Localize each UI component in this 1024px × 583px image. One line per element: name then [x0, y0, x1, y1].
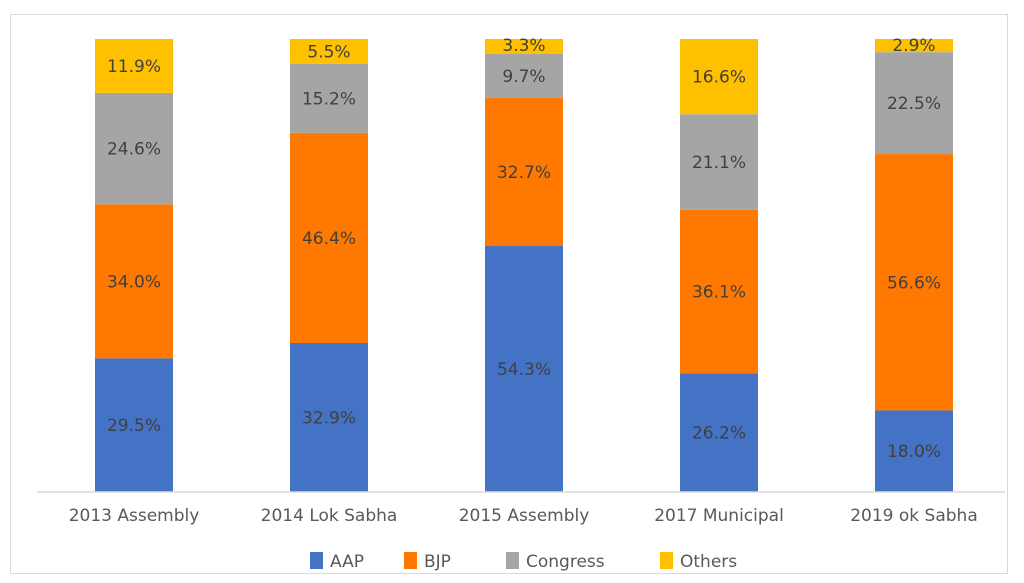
- data-label: 9.7%: [502, 67, 545, 87]
- x-tick-label: 2014 Lok Sabha: [261, 506, 398, 526]
- data-label: 46.4%: [302, 229, 356, 249]
- bar-bjp-2: [485, 97, 563, 247]
- bar-others-0: [95, 39, 173, 93]
- data-label: 3.3%: [502, 36, 545, 56]
- data-label: 5.5%: [307, 42, 350, 62]
- data-label: 11.9%: [107, 57, 161, 77]
- x-tick-label: 2017 Municipal: [654, 506, 784, 526]
- data-label: 24.6%: [107, 140, 161, 160]
- bars-layer: [95, 39, 953, 492]
- bar-bjp-0: [95, 204, 173, 359]
- bar-aap-2: [485, 246, 563, 492]
- bar-aap-3: [680, 373, 758, 492]
- legend-swatch-congress: [506, 552, 519, 569]
- data-label: 22.5%: [887, 94, 941, 114]
- bar-bjp-1: [290, 132, 368, 343]
- bar-others-3: [680, 39, 758, 115]
- data-label: 36.1%: [692, 283, 746, 303]
- bar-congress-4: [875, 52, 953, 155]
- legend: AAP BJP Congress Others: [310, 552, 737, 572]
- bar-bjp-4: [875, 154, 953, 411]
- data-label: 15.2%: [302, 89, 356, 109]
- legend-label-others: Others: [680, 552, 737, 572]
- data-label: 32.9%: [302, 408, 356, 428]
- data-label: 21.1%: [692, 153, 746, 173]
- x-tick-label: 2013 Assembly: [69, 506, 200, 526]
- data-label: 2.9%: [892, 36, 935, 56]
- bar-congress-0: [95, 92, 173, 205]
- bar-others-1: [290, 39, 368, 64]
- legend-label-aap: AAP: [330, 552, 364, 572]
- x-tick-labels: 2013 Assembly 2014 Lok Sabha 2015 Assembly…: [69, 506, 978, 526]
- bar-aap-1: [290, 342, 368, 492]
- bar-aap-0: [95, 358, 173, 492]
- bar-bjp-3: [680, 209, 758, 374]
- legend-swatch-bjp: [404, 552, 417, 569]
- x-tick-label: 2019 ok Sabha: [850, 506, 978, 526]
- data-labels-layer: 29.5% 34.0% 24.6% 11.9% 32.9% 46.4% 15.2% 5.5% 5…: [107, 36, 941, 462]
- bar-others-2: [485, 39, 563, 54]
- bar-congress-1: [290, 63, 368, 133]
- legend-swatch-others: [660, 552, 673, 569]
- bar-congress-3: [680, 114, 758, 210]
- data-label: 16.6%: [692, 68, 746, 88]
- data-label: 56.6%: [887, 273, 941, 293]
- x-tick-label: 2015 Assembly: [459, 506, 590, 526]
- bar-others-4: [875, 39, 953, 53]
- legend-swatch-aap: [310, 552, 323, 569]
- bar-aap-4: [875, 410, 953, 492]
- legend-label-bjp: BJP: [424, 552, 451, 572]
- data-label: 18.0%: [887, 442, 941, 462]
- data-label: 34.0%: [107, 272, 161, 292]
- data-label: 32.7%: [497, 163, 551, 183]
- data-label: 54.3%: [497, 360, 551, 380]
- bar-congress-2: [485, 53, 563, 98]
- data-label: 26.2%: [692, 424, 746, 444]
- data-label: 29.5%: [107, 416, 161, 436]
- legend-label-congress: Congress: [526, 552, 605, 572]
